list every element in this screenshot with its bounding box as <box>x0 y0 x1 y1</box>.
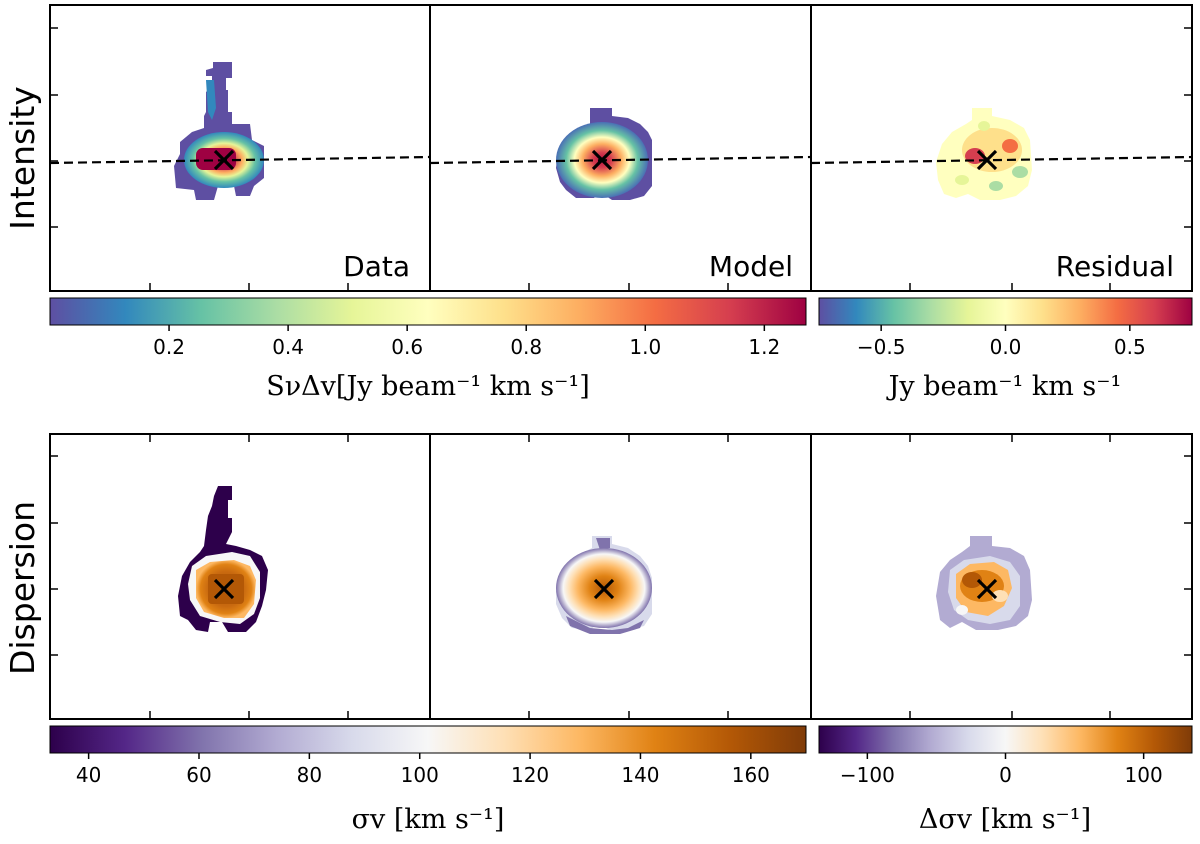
panel-intensity-residual: Residual <box>810 4 1193 292</box>
dispersion-model-center-marker <box>593 578 615 600</box>
colorbar-residual-label: Jy beam⁻¹ km s⁻¹ <box>886 371 1122 402</box>
dispersion-data-map <box>178 486 268 632</box>
colorbar-dispersion-gradient <box>49 725 807 754</box>
row-label-dispersion: Dispersion <box>3 501 42 675</box>
colorbar-intensity-label: SνΔv[Jy beam⁻¹ km s⁻¹] <box>266 371 590 402</box>
intensity-model-dashed-line <box>429 155 812 165</box>
dispersion-model-map <box>556 536 652 634</box>
intensity-model-center-marker <box>591 149 613 171</box>
cb-dispersion-residual-tick-label: 0 <box>999 763 1012 787</box>
intensity-residual-center-marker <box>976 149 998 171</box>
dispersion-residual-center-marker <box>976 578 998 600</box>
cb-dispersion-tick-label: 80 <box>297 763 322 787</box>
cb-intensity-tick-label: 0.6 <box>391 335 423 359</box>
cb-intensity-tick-label: 0.4 <box>272 335 304 359</box>
panel-ticks <box>50 27 349 291</box>
cb-residual-tick-label: −0.5 <box>857 335 906 359</box>
cb-residual-tick-label: 0.0 <box>990 335 1022 359</box>
row-label-intensity: Intensity <box>3 86 42 230</box>
colorbar-dispersion-residual-label: Δσv [km s⁻¹] <box>919 804 1091 835</box>
dispersion-data-center-marker <box>213 578 235 600</box>
colorbar-intensity: SνΔv[Jy beam⁻¹ km s⁻¹] 0.2 0.4 0.6 0.8 1.0 1.… <box>49 297 807 402</box>
panel-intensity-model: Model <box>429 4 812 292</box>
panel-dispersion-residual <box>810 433 1193 720</box>
cb-intensity-tick-label: 0.2 <box>153 335 185 359</box>
intensity-model-map <box>556 108 652 200</box>
panel-dispersion-data <box>49 433 431 720</box>
panel-label-data: Data <box>343 250 410 283</box>
intensity-residual-map <box>936 108 1032 200</box>
colorbar-dispersion-residual: Δσv [km s⁻¹] −100 0 100 <box>818 725 1193 835</box>
cb-intensity-tick-label: 1.0 <box>629 335 661 359</box>
panel-frame <box>810 433 1193 720</box>
panel-ticks <box>528 283 729 291</box>
cb-dispersion-tick-label: 120 <box>511 763 549 787</box>
colorbar-residual: Jy beam⁻¹ km s⁻¹ −0.5 0.0 0.5 <box>818 297 1193 402</box>
cb-dispersion-tick-label: 160 <box>732 763 770 787</box>
panel-ticks <box>909 434 1192 719</box>
panel-frame <box>810 4 1193 292</box>
panel-ticks <box>909 27 1192 291</box>
cb-dispersion-residual-tick-label: 100 <box>1125 763 1163 787</box>
cb-intensity-tick-label: 1.2 <box>748 335 780 359</box>
colorbar-dispersion-residual-gradient <box>818 725 1193 754</box>
cb-dispersion-tick-label: 100 <box>401 763 439 787</box>
colorbar-dispersion-label: σv [km s⁻¹] <box>352 804 505 835</box>
panel-dispersion-model <box>429 433 812 720</box>
panel-label-model: Model <box>709 250 793 283</box>
intensity-data-dashed-line <box>49 155 431 165</box>
intensity-residual-dashed-line <box>810 155 1193 165</box>
cb-dispersion-residual-tick-label: −100 <box>840 763 895 787</box>
panel-label-residual: Residual <box>1056 250 1174 283</box>
cb-dispersion-tick-label: 140 <box>621 763 659 787</box>
cb-residual-tick-label: 0.5 <box>1114 335 1146 359</box>
intensity-data-map <box>174 62 264 200</box>
dispersion-residual-map <box>936 536 1032 630</box>
panel-ticks <box>528 434 729 719</box>
colorbar-dispersion: σv [km s⁻¹] 40 60 80 100 120 140 160 <box>49 725 807 835</box>
colorbar-residual-gradient <box>818 297 1193 326</box>
panel-intensity-data: Data <box>49 4 431 292</box>
colorbar-intensity-gradient <box>49 297 807 326</box>
panel-ticks <box>50 434 349 719</box>
intensity-data-center-marker <box>213 149 235 171</box>
cb-intensity-tick-label: 0.8 <box>510 335 542 359</box>
cb-dispersion-tick-label: 60 <box>186 763 211 787</box>
cb-dispersion-tick-label: 40 <box>76 763 101 787</box>
